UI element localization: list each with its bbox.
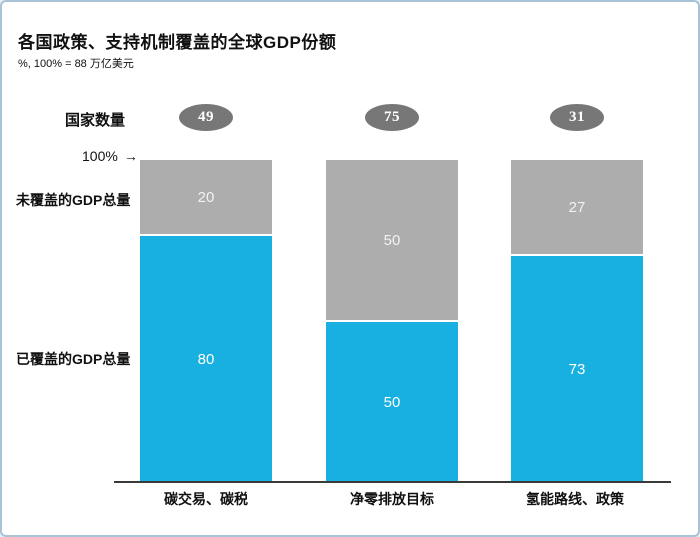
x-axis-line bbox=[114, 481, 671, 483]
bar-segment-covered: 73 bbox=[511, 256, 643, 482]
segment-value: 73 bbox=[568, 360, 586, 378]
bar-segment-covered: 50 bbox=[326, 322, 458, 482]
bar-carbon-trading: 20 80 bbox=[140, 160, 272, 482]
segment-value: 27 bbox=[568, 198, 586, 216]
category-label-hydrogen-policy: 氢能路线、政策 bbox=[526, 491, 624, 507]
uncovered-gdp-label: 未覆盖的GDP总量 bbox=[16, 192, 131, 208]
country-count-value: 31 bbox=[569, 109, 585, 125]
arrow-right-icon: → bbox=[123, 148, 138, 164]
country-count-label: 国家数量 bbox=[65, 112, 126, 129]
segment-divider bbox=[140, 234, 272, 237]
axis-100-percent-label: 100% bbox=[82, 148, 118, 164]
bar-net-zero: 50 50 bbox=[326, 160, 458, 482]
country-count-value: 49 bbox=[198, 109, 214, 125]
chart-subtitle: %, 100% = 88 万亿美元 bbox=[18, 58, 134, 70]
country-count-badge: 31 bbox=[550, 104, 604, 131]
covered-gdp-label: 已覆盖的GDP总量 bbox=[16, 351, 131, 367]
country-count-badge: 75 bbox=[365, 104, 419, 131]
segment-divider bbox=[511, 254, 643, 257]
segment-value: 80 bbox=[197, 350, 215, 368]
category-label-carbon-trading: 碳交易、碳税 bbox=[164, 491, 248, 507]
segment-value: 20 bbox=[197, 188, 215, 206]
axis-100-percent-marker: 100% → bbox=[82, 148, 138, 164]
country-count-value: 75 bbox=[384, 109, 400, 125]
category-label-net-zero: 净零排放目标 bbox=[350, 491, 434, 507]
bar-segment-uncovered: 27 bbox=[511, 160, 643, 255]
country-count-badge: 49 bbox=[179, 104, 233, 131]
segment-value: 50 bbox=[383, 231, 401, 249]
bar-segment-uncovered: 50 bbox=[326, 160, 458, 320]
bar-segment-covered: 80 bbox=[140, 236, 272, 482]
segment-value: 50 bbox=[383, 393, 401, 411]
segment-divider bbox=[326, 320, 458, 322]
chart-title: 各国政策、支持机制覆盖的全球GDP份额 bbox=[18, 33, 337, 52]
bar-hydrogen-policy: 27 73 bbox=[511, 160, 643, 482]
bar-segment-uncovered: 20 bbox=[140, 160, 272, 235]
